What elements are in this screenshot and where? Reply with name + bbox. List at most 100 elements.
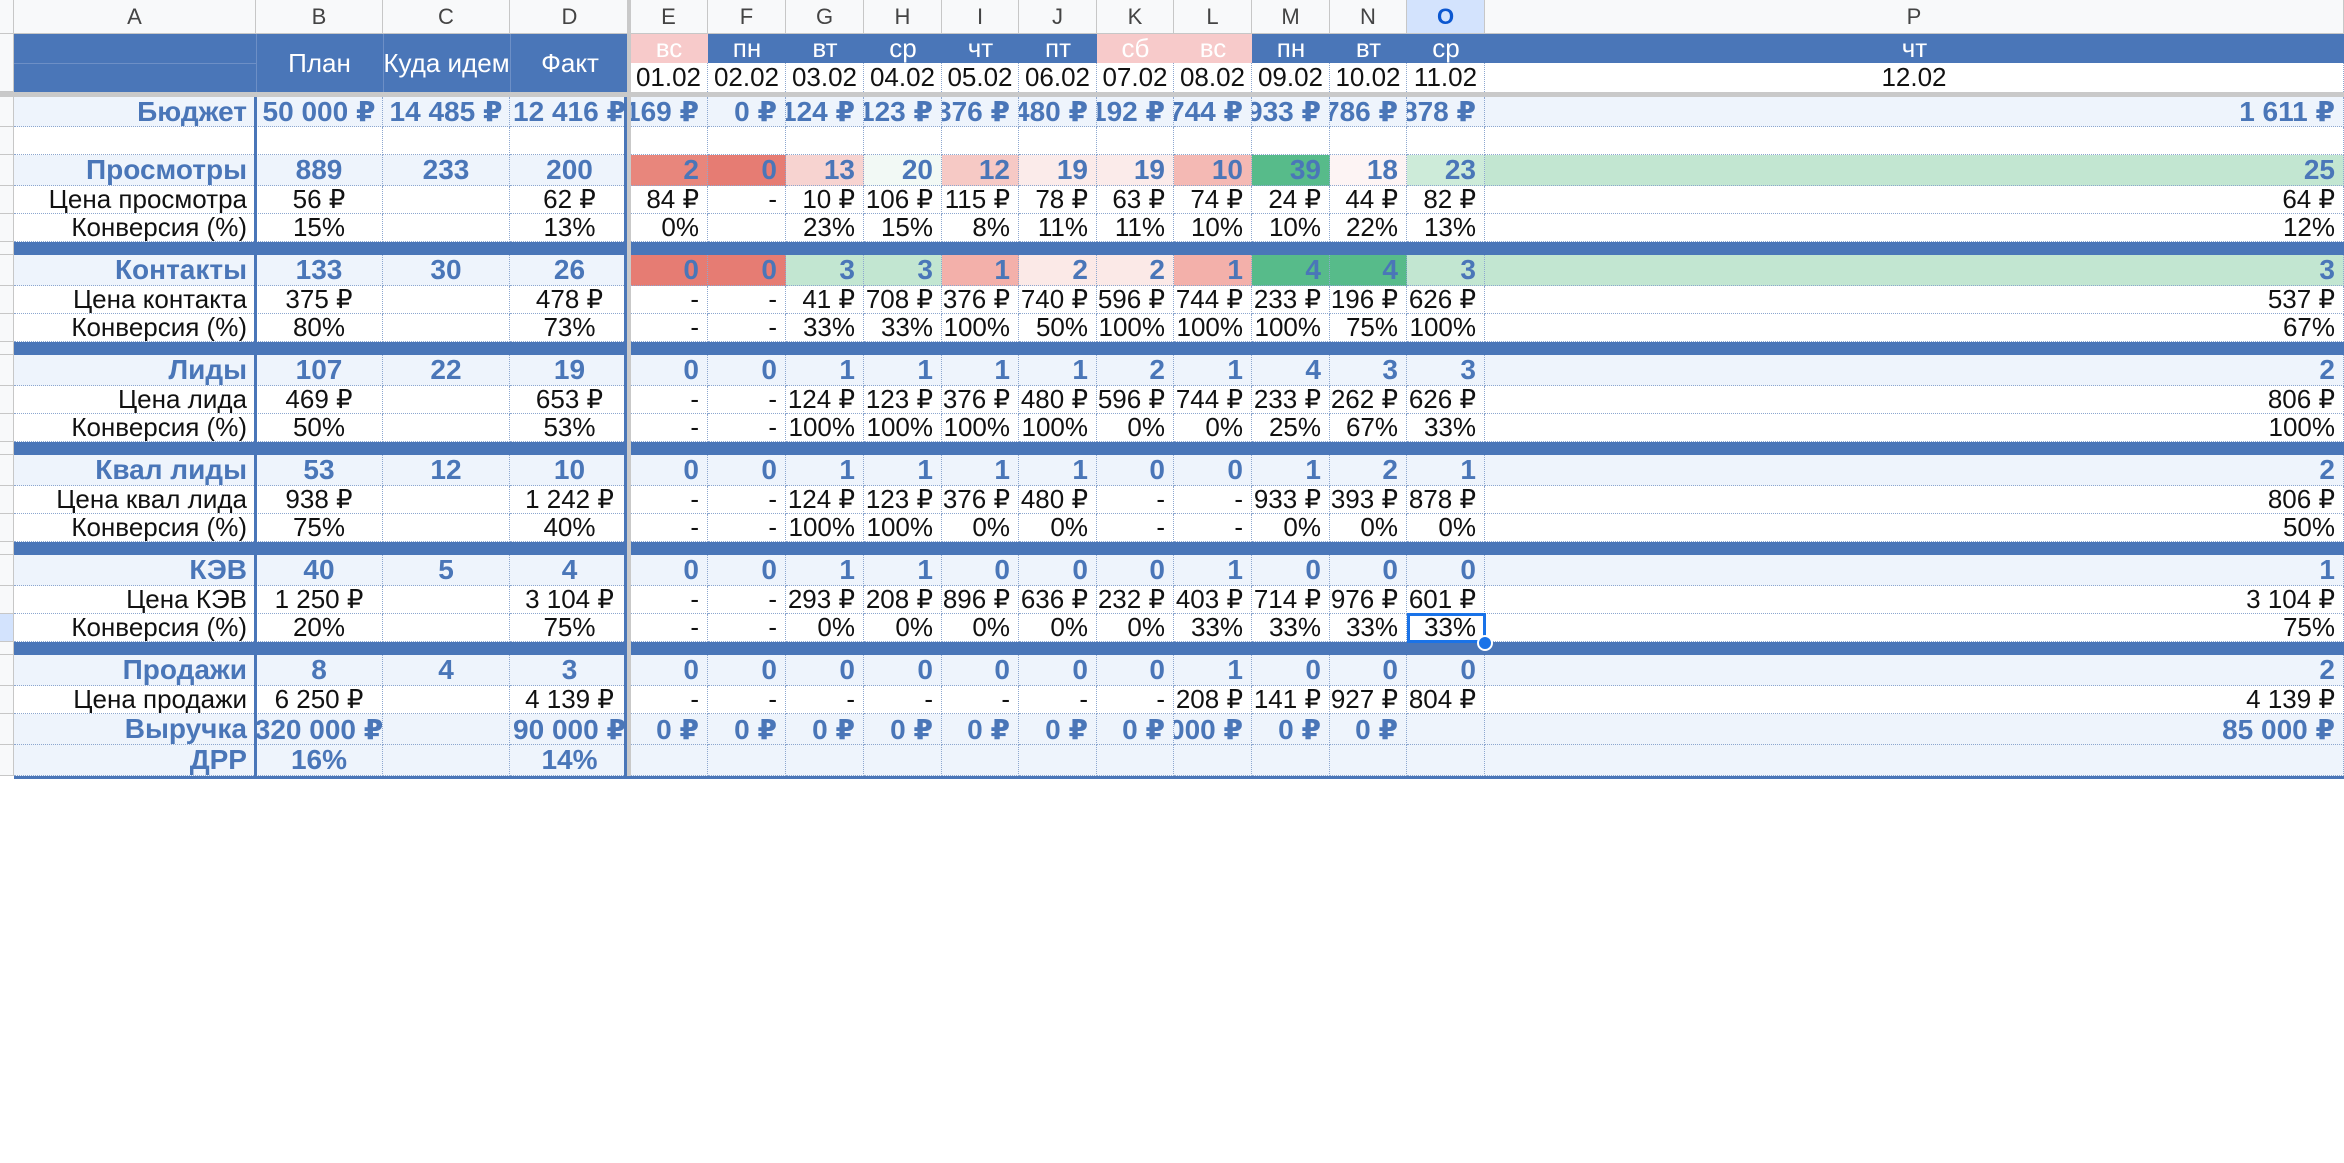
submetric-plan[interactable]: 938 ₽: [256, 486, 383, 514]
submetric-day-value[interactable]: 24 ₽: [1252, 186, 1330, 214]
submetric-day-value[interactable]: 100%: [1252, 314, 1330, 342]
metric-fakt[interactable]: 19: [510, 355, 630, 386]
column-header-k[interactable]: K: [1097, 0, 1174, 34]
metric-day-value[interactable]: 0 ₽: [708, 714, 786, 745]
submetric-day-value[interactable]: -: [786, 686, 864, 714]
submetric-day-value[interactable]: 82 ₽: [1407, 186, 1485, 214]
column-header-a[interactable]: A: [14, 0, 256, 34]
submetric-kuda-idem[interactable]: [383, 586, 510, 614]
submetric-day-value[interactable]: -: [708, 614, 786, 642]
metric-day-value[interactable]: 0: [1019, 555, 1097, 586]
metric-label[interactable]: ДРР: [14, 745, 256, 776]
submetric-day-value[interactable]: 15%: [864, 214, 942, 242]
submetric-day-value[interactable]: 0%: [1019, 514, 1097, 542]
submetric-day-value[interactable]: 3 232 ₽: [1097, 586, 1174, 614]
submetric-day-value[interactable]: 100%: [786, 514, 864, 542]
metric-day-value[interactable]: 0 ₽: [1019, 714, 1097, 745]
metric-day-value[interactable]: 20: [864, 155, 942, 186]
metric-kuda-idem[interactable]: 4: [383, 655, 510, 686]
metric-label[interactable]: Выручка: [14, 714, 256, 745]
column-header-n[interactable]: N: [1330, 0, 1407, 34]
metric-day-value[interactable]: 1: [1174, 555, 1252, 586]
metric-day-value[interactable]: 39: [1252, 155, 1330, 186]
metric-label[interactable]: Квал лиды: [14, 455, 256, 486]
metric-kuda-idem[interactable]: 22: [383, 355, 510, 386]
submetric-day-value[interactable]: 1 376 ₽: [942, 486, 1019, 514]
empty-cell[interactable]: [256, 127, 383, 155]
day-of-week-cell[interactable]: вс: [630, 34, 708, 63]
submetric-label[interactable]: Конверсия (%): [14, 414, 256, 442]
submetric-label[interactable]: Конверсия (%): [14, 214, 256, 242]
submetric-plan[interactable]: 469 ₽: [256, 386, 383, 414]
submetric-day-value[interactable]: -: [630, 486, 708, 514]
metric-day-value[interactable]: 3: [1407, 355, 1485, 386]
day-of-week-cell[interactable]: пн: [708, 34, 786, 63]
metric-fakt[interactable]: 90 000 ₽: [510, 714, 630, 745]
date-cell[interactable]: 03.02: [786, 63, 864, 92]
metric-plan[interactable]: 53: [256, 455, 383, 486]
submetric-day-value[interactable]: 11%: [1097, 214, 1174, 242]
metric-day-value[interactable]: 0: [708, 555, 786, 586]
submetric-day-value[interactable]: 0%: [1097, 414, 1174, 442]
metric-plan[interactable]: 889: [256, 155, 383, 186]
empty-cell[interactable]: [864, 127, 942, 155]
metric-day-value[interactable]: 1: [942, 455, 1019, 486]
metric-day-value[interactable]: 2: [1097, 355, 1174, 386]
submetric-label[interactable]: Цена контакта: [14, 286, 256, 314]
submetric-day-value[interactable]: 0%: [864, 614, 942, 642]
submetric-day-value[interactable]: 78 ₽: [1019, 186, 1097, 214]
metric-day-value[interactable]: 1: [1174, 655, 1252, 686]
submetric-day-value[interactable]: 50%: [1485, 514, 2344, 542]
submetric-day-value[interactable]: 63 ₽: [1097, 186, 1174, 214]
metric-fakt[interactable]: 26: [510, 255, 630, 286]
row-number[interactable]: [0, 555, 14, 586]
submetric-fakt[interactable]: 53%: [510, 414, 630, 442]
submetric-day-value[interactable]: 233 ₽: [1252, 286, 1330, 314]
empty-cell[interactable]: [14, 127, 256, 155]
submetric-day-value[interactable]: -: [708, 586, 786, 614]
date-cell[interactable]: 05.02: [942, 63, 1019, 92]
submetric-fakt[interactable]: 62 ₽: [510, 186, 630, 214]
empty-cell[interactable]: [708, 127, 786, 155]
submetric-day-value[interactable]: 33%: [864, 314, 942, 342]
submetric-plan[interactable]: 56 ₽: [256, 186, 383, 214]
submetric-day-value[interactable]: 806 ₽: [1485, 486, 2344, 514]
column-header-l[interactable]: L: [1174, 0, 1252, 34]
submetric-day-value[interactable]: 626 ₽: [1407, 286, 1485, 314]
metric-day-value[interactable]: 2: [1097, 255, 1174, 286]
submetric-day-value[interactable]: 0%: [786, 614, 864, 642]
metric-day-value[interactable]: 0: [1407, 555, 1485, 586]
metric-day-value[interactable]: 0: [1019, 655, 1097, 686]
metric-day-value[interactable]: 0: [864, 655, 942, 686]
submetric-day-value[interactable]: 13%: [1407, 214, 1485, 242]
metric-kuda-idem[interactable]: 5: [383, 555, 510, 586]
metric-kuda-idem[interactable]: 12: [383, 455, 510, 486]
submetric-fakt[interactable]: 478 ₽: [510, 286, 630, 314]
metric-kuda-idem[interactable]: 14 485 ₽: [383, 97, 510, 127]
metric-day-value[interactable]: 1: [1174, 355, 1252, 386]
frozen-columns-divider[interactable]: [627, 0, 631, 776]
submetric-day-value[interactable]: 115 ₽: [942, 186, 1019, 214]
submetric-day-value[interactable]: 708 ₽: [864, 286, 942, 314]
metric-day-value[interactable]: 4: [1252, 255, 1330, 286]
empty-cell[interactable]: [1330, 127, 1407, 155]
submetric-kuda-idem[interactable]: [383, 186, 510, 214]
row-number[interactable]: [0, 214, 14, 242]
submetric-day-value[interactable]: -: [708, 414, 786, 442]
metric-day-value[interactable]: 1: [864, 355, 942, 386]
date-cell[interactable]: 01.02: [630, 63, 708, 92]
submetric-day-value[interactable]: 106 ₽: [864, 186, 942, 214]
submetric-day-value[interactable]: 124 ₽: [786, 386, 864, 414]
date-cell[interactable]: 11.02: [1407, 63, 1485, 92]
submetric-day-value[interactable]: -: [864, 686, 942, 714]
submetric-label[interactable]: Цена просмотра: [14, 186, 256, 214]
date-cell[interactable]: 06.02: [1019, 63, 1097, 92]
submetric-day-value[interactable]: 100%: [786, 414, 864, 442]
metric-day-value[interactable]: 0: [708, 455, 786, 486]
submetric-day-value[interactable]: 22%: [1330, 214, 1407, 242]
submetric-day-value[interactable]: -: [942, 686, 1019, 714]
metric-day-value[interactable]: 0: [708, 355, 786, 386]
row-number[interactable]: [0, 127, 14, 155]
date-cell[interactable]: 08.02: [1174, 63, 1252, 92]
metric-day-value[interactable]: 0: [630, 355, 708, 386]
